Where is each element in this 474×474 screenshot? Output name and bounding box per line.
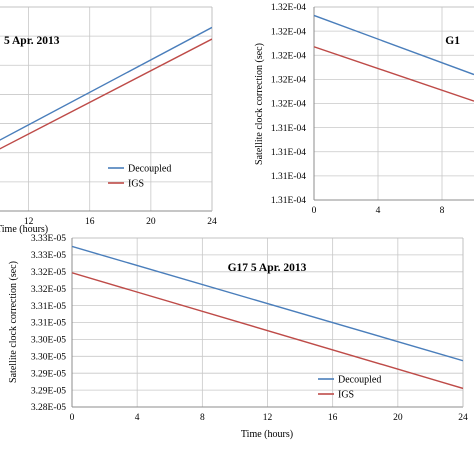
y-tick-label: 3.32E-05 [31,268,66,278]
y-tick-label: 3.32E-05 [31,285,66,295]
series-group [314,14,474,102]
y-tick-label: 3.33E-05 [31,234,66,244]
x-tick-label: 20 [393,413,403,423]
chart-panel-2: 0 4 8 1.32E-04 1.32E-04 1.32E-04 1.32E-04 1.32E… [254,3,474,216]
y-tick-label: 3.31E-05 [31,302,66,312]
chart-panel-1: 12 16 20 24 5 Apr. 2013 Time (hours) Decoupled… [0,6,217,235]
x-tick-label: 12 [24,217,34,227]
x-axis-label: Time (hours) [0,224,48,235]
series-line-series-2 [314,46,474,102]
x-tick-label: 0 [312,206,317,216]
y-tick-label: 3.29E-05 [31,386,66,396]
chart-title: 5 Apr. 2013 [4,35,60,47]
y-tick-label: 1.32E-04 [271,100,306,110]
y-tick-label: 1.31E-04 [271,172,306,182]
y-axis-label: Satellite clock correction (sec) [254,43,265,165]
y-tick-label: 1.32E-04 [271,51,306,61]
series-line-igs [72,272,463,390]
y-tick-label: 3.30E-05 [31,353,66,363]
chart-panel-3: 0 4 8 12 16 20 24 3.33E-05 3.33E-05 3.32E-05 3.32E… [8,234,468,440]
x-tick-label: 4 [376,206,381,216]
x-tick-label: 16 [85,217,95,227]
x-tick-label: 20 [146,217,156,227]
x-tick-label: 16 [328,413,338,423]
legend-entry: Decoupled [128,164,171,175]
series-line-igs [0,38,212,150]
legend-entry: IGS [338,390,354,401]
y-tick-label: 3.30E-05 [31,336,66,346]
series-group [0,26,212,150]
legend-entry: Decoupled [338,375,381,386]
series-line-decoupled [72,245,463,362]
y-tick-label: 1.32E-04 [271,3,306,13]
chart-title: G17 5 Apr. 2013 [228,262,307,274]
x-axis-label: Time (hours) [241,429,293,440]
y-tick-label: 1.31E-04 [271,124,306,134]
x-tick-label: 0 [70,413,75,423]
series-line-decoupled [0,26,212,141]
y-tick-label: 1.31E-04 [271,196,306,206]
series-group [72,245,463,390]
x-tick-label: 12 [263,413,273,423]
chart-title: G1 [445,35,460,47]
y-axis-label: Satellite clock correction (sec) [8,261,19,383]
y-tick-label: 3.31E-05 [31,319,66,329]
y-tick-label: 1.32E-04 [271,27,306,37]
legend-entry: IGS [128,179,144,190]
y-tick-label: 1.31E-04 [271,148,306,158]
y-tick-label: 3.28E-05 [31,403,66,413]
x-tick-label: 8 [200,413,205,423]
x-tick-label: 4 [135,413,140,423]
y-tick-label: 3.29E-05 [31,369,66,379]
x-tick-label: 24 [207,217,217,227]
y-tick-label: 1.32E-04 [271,76,306,86]
x-tick-label: 24 [458,413,468,423]
y-tick-label: 3.33E-05 [31,251,66,261]
series-line-series-1 [314,14,474,76]
x-tick-label: 8 [440,206,445,216]
